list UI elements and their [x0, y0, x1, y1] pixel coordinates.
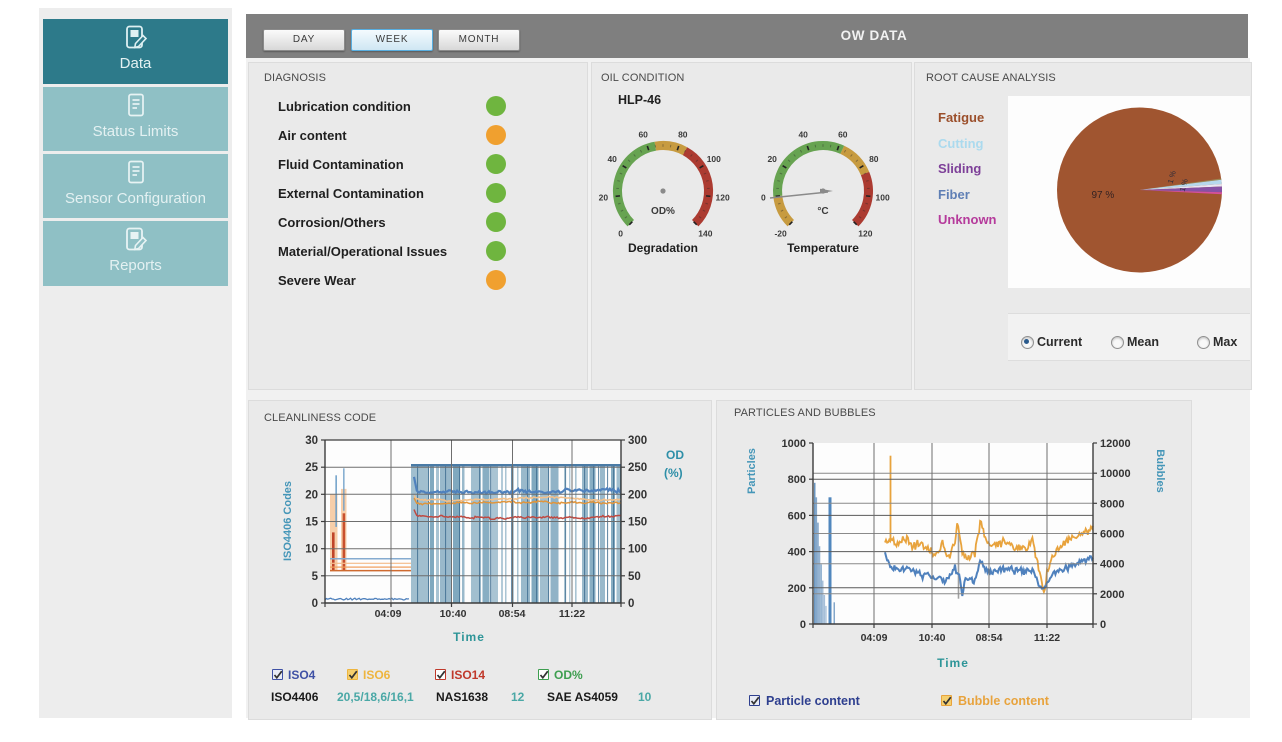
- svg-text:2000: 2000: [1100, 589, 1124, 601]
- svg-text:60: 60: [638, 129, 648, 139]
- svg-text:80: 80: [678, 129, 688, 139]
- svg-text:150: 150: [628, 517, 647, 529]
- svg-text:0: 0: [761, 193, 766, 203]
- svg-text:1 %: 1 %: [1178, 177, 1190, 192]
- svg-text:-20: -20: [774, 228, 787, 238]
- svg-text:1000: 1000: [782, 438, 806, 450]
- svg-text:Temperature: Temperature: [787, 241, 859, 255]
- svg-text:4000: 4000: [1100, 559, 1124, 571]
- svg-text:80: 80: [869, 154, 879, 164]
- svg-text:100: 100: [707, 154, 721, 164]
- svg-text:Degradation: Degradation: [628, 241, 698, 255]
- svg-text:12000: 12000: [1100, 438, 1131, 450]
- svg-text:100: 100: [876, 193, 890, 203]
- svg-text:6000: 6000: [1100, 529, 1124, 541]
- svg-text:0: 0: [618, 228, 623, 238]
- svg-text:(%): (%): [664, 466, 683, 480]
- svg-text:200: 200: [628, 489, 647, 501]
- svg-text:800: 800: [788, 474, 806, 486]
- svg-text:140: 140: [698, 228, 712, 238]
- svg-text:20: 20: [305, 489, 318, 501]
- svg-text:25: 25: [305, 462, 318, 474]
- svg-text:10: 10: [305, 544, 318, 556]
- svg-text:120: 120: [858, 228, 872, 238]
- svg-text:250: 250: [628, 462, 647, 474]
- svg-text:97 %: 97 %: [1092, 190, 1115, 201]
- svg-text:ISO4406 Codes: ISO4406 Codes: [282, 481, 294, 561]
- svg-text:Time: Time: [937, 656, 969, 670]
- svg-text:°C: °C: [817, 206, 828, 217]
- svg-text:11:22: 11:22: [1034, 632, 1060, 644]
- svg-text:50: 50: [628, 571, 641, 583]
- svg-text:10:40: 10:40: [440, 608, 467, 620]
- svg-text:30: 30: [305, 435, 318, 447]
- svg-text:100: 100: [628, 544, 647, 556]
- svg-text:20: 20: [767, 154, 777, 164]
- svg-text:OD: OD: [666, 448, 684, 462]
- svg-text:200: 200: [788, 583, 806, 595]
- svg-text:10:40: 10:40: [919, 632, 946, 644]
- svg-text:0: 0: [628, 598, 634, 610]
- svg-text:0: 0: [1100, 619, 1106, 631]
- svg-text:Bubbles: Bubbles: [1154, 449, 1166, 492]
- svg-text:40: 40: [798, 129, 808, 139]
- svg-text:0: 0: [312, 598, 318, 610]
- svg-text:20: 20: [599, 193, 609, 203]
- svg-text:04:09: 04:09: [861, 632, 888, 644]
- svg-text:08:54: 08:54: [976, 632, 1003, 644]
- svg-text:04:09: 04:09: [375, 608, 402, 620]
- svg-text:08:54: 08:54: [499, 608, 526, 620]
- svg-text:600: 600: [788, 510, 806, 522]
- svg-text:1 %: 1 %: [1166, 169, 1178, 184]
- svg-text:Time: Time: [453, 630, 485, 644]
- svg-text:OD%: OD%: [651, 206, 675, 217]
- svg-text:10000: 10000: [1100, 468, 1131, 480]
- svg-text:40: 40: [607, 154, 617, 164]
- svg-text:300: 300: [628, 435, 647, 447]
- svg-text:11:22: 11:22: [559, 608, 585, 620]
- svg-text:400: 400: [788, 547, 806, 559]
- svg-text:Particles: Particles: [746, 448, 758, 494]
- svg-text:60: 60: [838, 129, 848, 139]
- svg-text:120: 120: [716, 193, 730, 203]
- svg-text:15: 15: [305, 517, 318, 529]
- svg-text:0: 0: [800, 619, 806, 631]
- svg-text:8000: 8000: [1100, 498, 1124, 510]
- svg-text:5: 5: [312, 571, 319, 583]
